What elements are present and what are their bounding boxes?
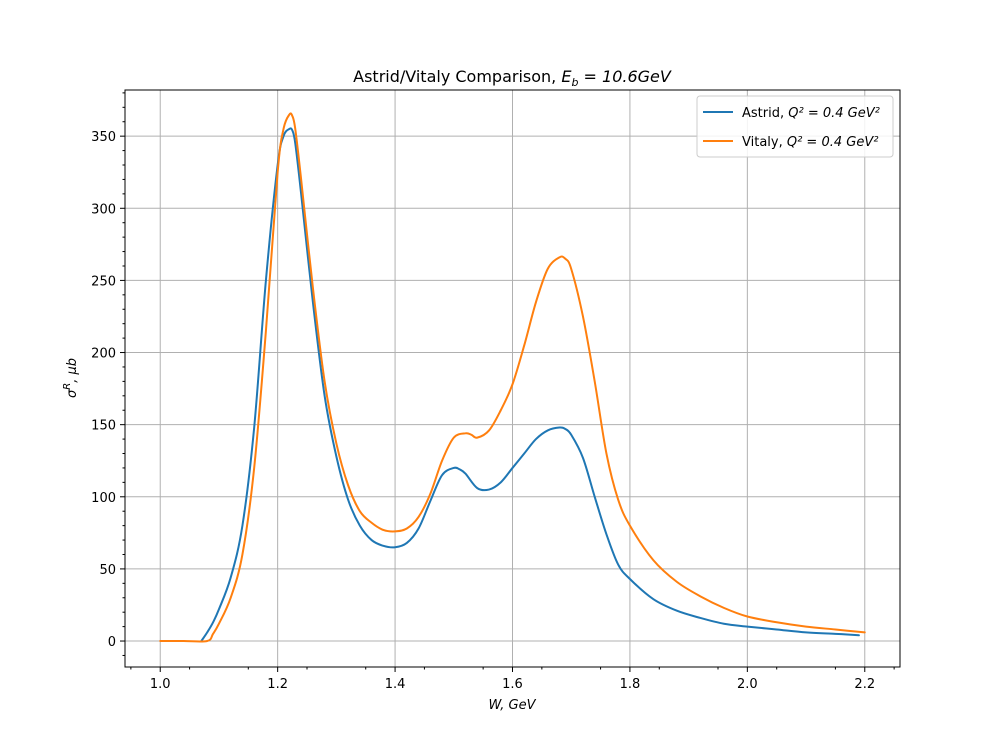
series-layer: [159, 112, 866, 643]
y-tick-label: 100: [91, 491, 116, 506]
y-tick-label: 50: [99, 563, 116, 578]
x-tick-label: 1.4: [385, 677, 406, 692]
x-tick-label: 2.2: [854, 677, 875, 692]
y-tick-label: 250: [91, 274, 116, 289]
y-tick-label: 200: [91, 347, 116, 362]
legend-label-vitaly: Vitaly, Q² = 0.4 GeV²: [742, 135, 878, 150]
y-tick-label: 150: [91, 419, 116, 434]
y-tick-label: 0: [108, 635, 116, 650]
x-tick-label: 1.8: [620, 677, 641, 692]
chart-title: Astrid/Vitaly Comparison, Eb = 10.6GeV: [353, 67, 672, 89]
tick-layer: 1.0 1.2 1.4 1.6 1.8 2.0 2.2 0 50 100 150 200 250 300 3…: [91, 92, 895, 692]
x-axis-label: W, GeV: [488, 698, 536, 713]
legend: Astrid, Q² = 0.4 GeV² Vitaly, Q² = 0.4 G…: [696, 95, 894, 158]
legend-label-astrid: Astrid, Q² = 0.4 GeV²: [742, 106, 880, 121]
x-tick-label: 1.2: [267, 677, 288, 692]
legend-box: [696, 95, 894, 158]
y-tick-label: 300: [91, 202, 116, 217]
x-tick-label: 2.0: [737, 677, 758, 692]
series-line-vitaly: [159, 112, 866, 643]
y-tick-label: 350: [91, 130, 116, 145]
x-tick-label: 1.0: [150, 677, 171, 692]
grid-layer: [125, 90, 900, 667]
y-axis-label: σR, μb: [62, 358, 80, 398]
x-tick-label: 1.6: [502, 677, 523, 692]
